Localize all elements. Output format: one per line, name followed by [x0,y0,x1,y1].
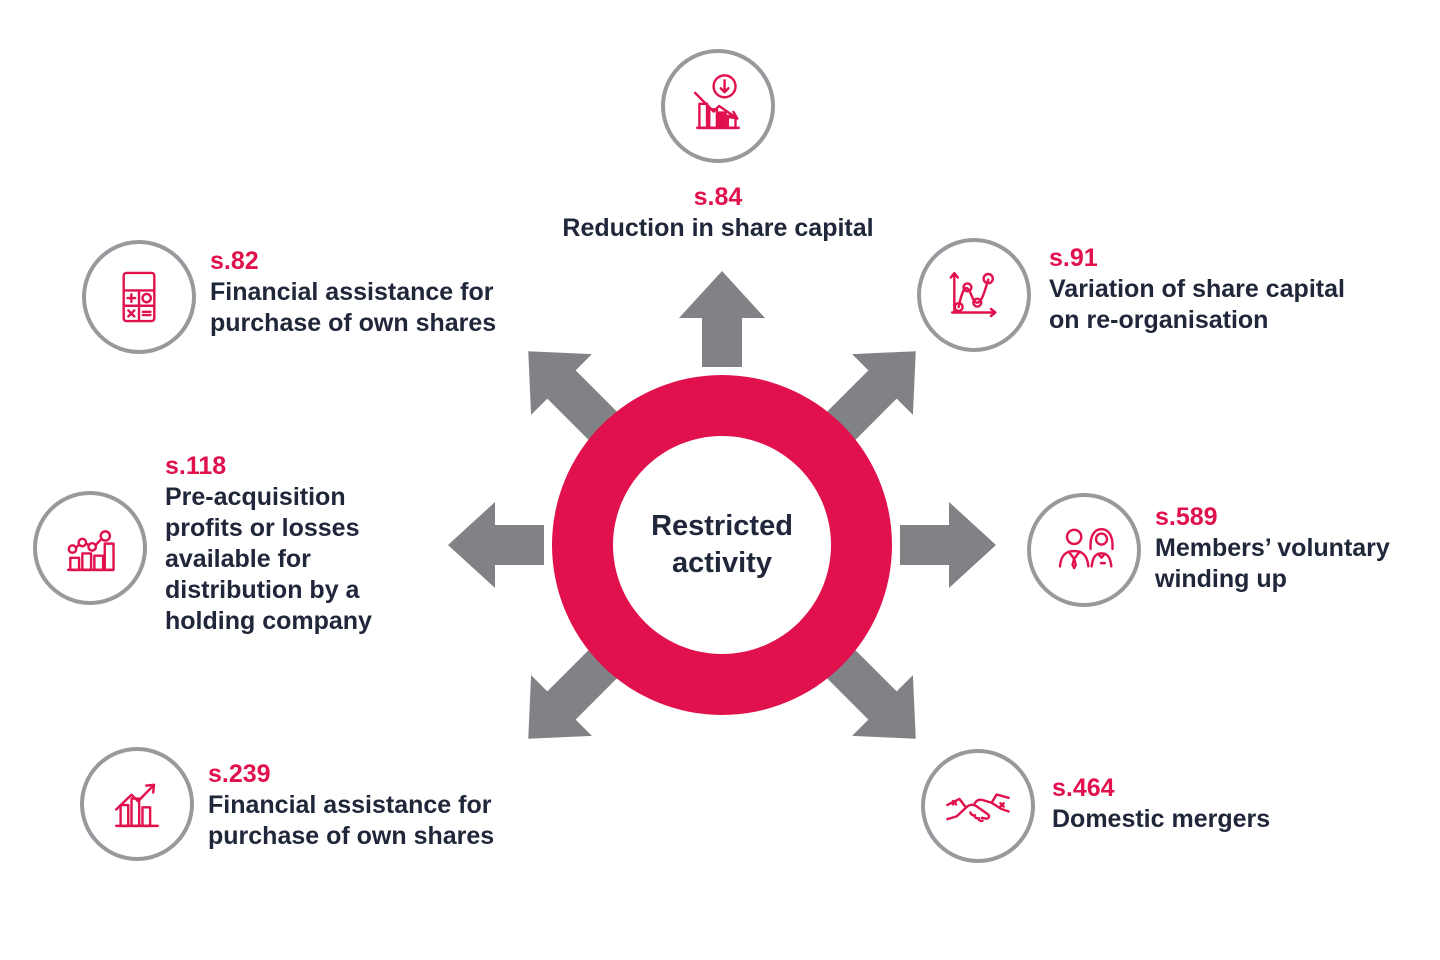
section-number-s589: s.589 [1155,503,1218,531]
node-text-s464: s.464 Domestic mergers [1052,773,1270,835]
center-label: Restricted activity [651,510,793,579]
fluctuating-line-chart-icon [949,271,997,318]
node-text-s118: s.118 Pre-acquisition profits or losses … [165,451,372,637]
section-number-s464: s.464 [1052,774,1115,802]
handshake-icon [946,793,1010,823]
section-number-s91: s.91 [1049,244,1098,272]
node-text-s589: s.589 Members’ voluntary winding up [1155,502,1390,595]
node-label-s82: Financial assistance for purchase of own… [210,278,497,337]
node-text-s84: s.84 Reduction in share capital [518,182,918,244]
section-number-s239: s.239 [208,760,271,788]
arrow-right [900,502,996,588]
node-circle-s464 [921,749,1035,863]
rising-bar-chart-icon [66,530,115,572]
node-circle-s118 [33,491,147,605]
node-circle-s589 [1027,493,1141,607]
two-people-icon [1058,528,1114,570]
arrow-up-right [826,351,916,441]
declining-bar-chart-icon [693,74,740,130]
arrow-up [679,271,765,367]
node-label-s84: Reduction in share capital [562,214,874,242]
arrow-down-right [826,649,916,739]
arrow-up-left [528,351,618,441]
ring-inner-circle: Restricted activity [613,436,831,654]
section-number-s118: s.118 [165,452,227,480]
node-label-s589: Members’ voluntary winding up [1155,534,1390,593]
node-label-s118: Pre-acquisition profits or losses availa… [165,483,372,635]
calculator-icon [122,271,156,323]
node-circle-s239 [80,747,194,861]
node-text-s91: s.91 Variation of share capital on re-or… [1049,243,1345,336]
node-label-s239: Financial assistance for purchase of own… [208,791,495,850]
node-label-s91: Variation of share capital on re-organis… [1049,275,1345,334]
bar-chart-growth-arrow-icon [115,783,159,828]
node-circle-s91 [917,238,1031,352]
arrow-down-left [528,649,618,739]
node-text-s82: s.82 Financial assistance for purchase o… [210,246,496,339]
section-number-s82: s.82 [210,247,259,275]
restricted-activity-ring: Restricted activity [552,375,892,715]
node-circle-s82 [82,240,196,354]
section-number-s84: s.84 [693,183,743,211]
arrow-left [448,502,544,588]
node-circle-s84 [661,49,775,163]
node-label-s464: Domestic mergers [1052,805,1271,833]
node-text-s239: s.239 Financial assistance for purchase … [208,759,494,852]
